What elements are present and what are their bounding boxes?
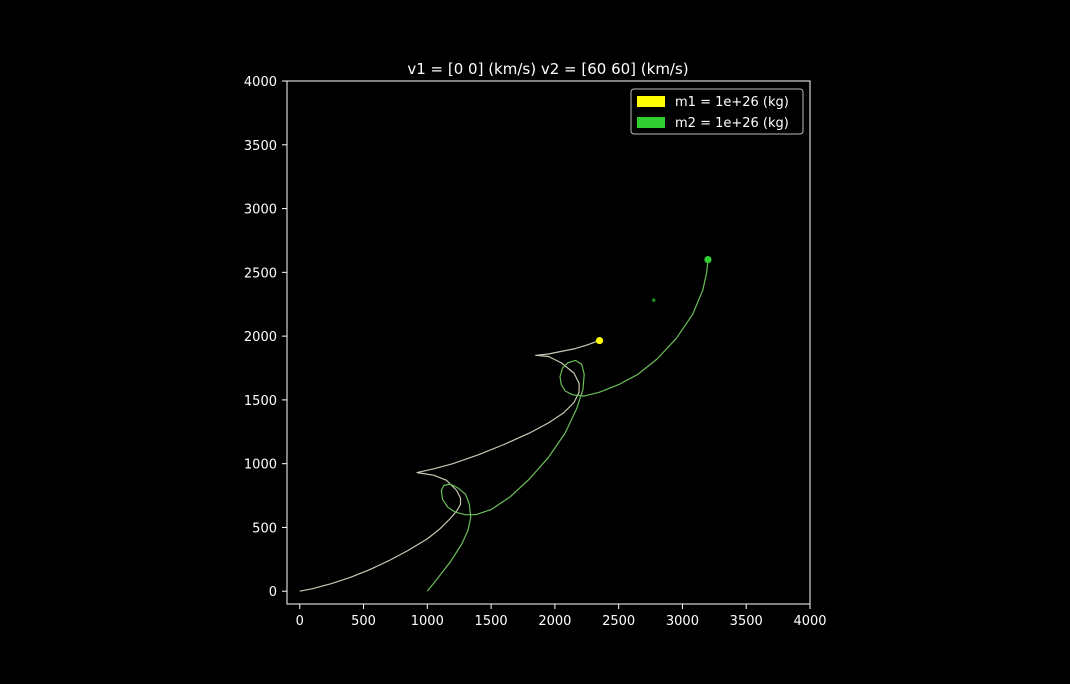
legend: m1 = 1e+26 (kg) m2 = 1e+26 (kg) [630, 88, 804, 135]
x-tick-label: 2500 [602, 614, 635, 629]
x-tick-label: 2000 [538, 614, 571, 629]
body-marker-3 [651, 298, 656, 302]
x-tick-label: 4000 [793, 614, 826, 629]
legend-swatch-2 [637, 117, 665, 128]
y-tick-label: 3500 [244, 139, 277, 154]
body-marker-1 [595, 336, 604, 345]
y-tick-label: 2500 [244, 266, 277, 281]
trajectory-1 [299, 340, 600, 592]
x-tick-label: 500 [351, 614, 376, 629]
y-tick-label: 3000 [244, 203, 277, 218]
x-tick-label: 1000 [411, 614, 444, 629]
y-tick-label: 4000 [244, 75, 277, 90]
plot-frame [286, 80, 811, 605]
x-tick-label: 3500 [730, 614, 763, 629]
trajectory-2 [426, 259, 709, 592]
plot-area [299, 255, 712, 592]
y-tick-label: 2000 [244, 330, 277, 345]
legend-label-2: m2 = 1e+26 (kg) [675, 116, 789, 131]
y-tick-label: 0 [269, 585, 277, 600]
y-tick-label: 500 [252, 521, 277, 536]
y-tick-label: 1000 [244, 458, 277, 473]
x-tick-label: 3000 [666, 614, 699, 629]
legend-box [630, 88, 804, 135]
chart-title: v1 = [0 0] (km/s) v2 = [60 60] (km/s) [407, 60, 688, 78]
legend-label-1: m1 = 1e+26 (kg) [675, 95, 789, 110]
legend-swatch-1 [637, 96, 665, 107]
x-tick-label: 0 [296, 614, 304, 629]
y-tick-label: 1500 [244, 394, 277, 409]
body-marker-2 [704, 255, 712, 264]
x-tick-label: 1500 [475, 614, 508, 629]
axes: 0 500 1000 1500 2000 2500 3000 3500 4000 0 500 1000… [244, 75, 827, 629]
